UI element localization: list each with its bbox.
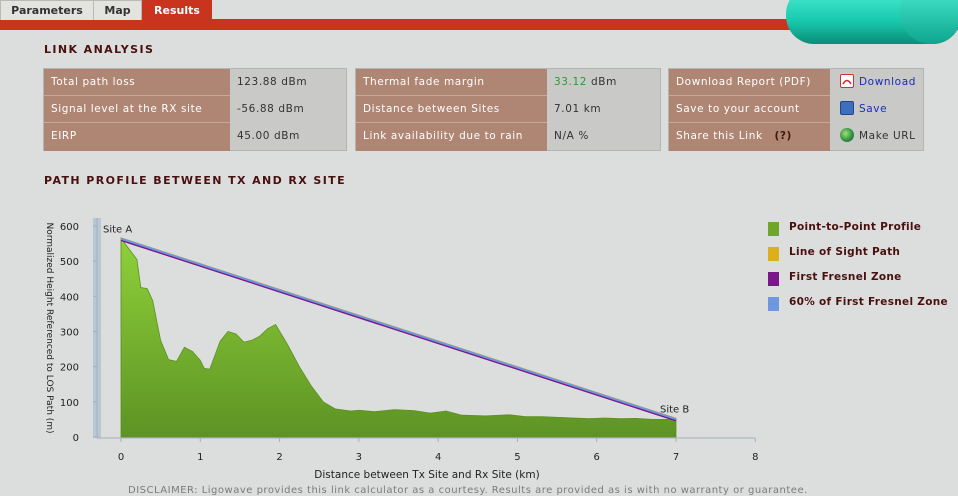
- x-tick-label: 5: [514, 452, 520, 463]
- actions-panel: Download Report (PDF) Download Save to y…: [668, 68, 924, 151]
- fade-margin-value: 33.12 dBm: [547, 69, 617, 96]
- series-profile-area: [120, 237, 677, 438]
- save-link[interactable]: Save: [830, 96, 887, 123]
- legend-swatch-fresnel-60: [768, 297, 779, 311]
- y-tick-label: 500: [60, 257, 79, 268]
- y-tick-label: 300: [60, 328, 79, 339]
- fade-margin-unit: dBm: [587, 76, 617, 88]
- globe-icon: [840, 128, 854, 142]
- y-tick-label: 100: [60, 398, 79, 409]
- rain-availability-label: Link availability due to rain: [356, 123, 547, 151]
- y-tick-label: 600: [60, 222, 79, 233]
- site-b-label: Site B: [660, 405, 689, 416]
- make-url-link[interactable]: Make URL: [830, 123, 916, 150]
- share-help-icon[interactable]: (?): [774, 130, 792, 142]
- pdf-icon: [840, 74, 854, 88]
- tab-bar-underline: [0, 19, 958, 30]
- save-icon: [840, 101, 854, 115]
- path-profile-chart: 0 100 200 300 400 500 600 0 1 2 3 4 5 6 7 8 Site A Site B…: [44, 218, 758, 481]
- disclaimer-text: DISCLAIMER: Ligowave provides this link …: [128, 485, 808, 496]
- x-tick-label: 1: [197, 452, 203, 463]
- fade-margin-number: 33.12: [554, 76, 588, 88]
- legend-label-los: Line of Sight Path: [789, 246, 901, 258]
- site-a-label: Site A: [103, 224, 132, 235]
- rain-availability-value: N/A %: [554, 130, 589, 142]
- legend-label-profile: Point-to-Point Profile: [789, 221, 922, 233]
- save-account-label: Save to your account: [669, 96, 830, 123]
- eirp-row: EIRP 45.00 dBm: [44, 123, 346, 151]
- signal-level-row: Signal level at the RX site -56.88 dBm: [44, 96, 346, 123]
- y-axis-title: Normalized Height Referenced to LOS Path…: [44, 222, 54, 433]
- eirp-label: EIRP: [44, 123, 230, 151]
- download-report-row: Download Report (PDF) Download: [669, 69, 923, 96]
- total-path-loss-label: Total path loss: [44, 69, 230, 96]
- signal-level-value: -56.88 dBm: [237, 103, 305, 115]
- signal-level-label: Signal level at the RX site: [44, 96, 230, 123]
- y-tick-label: 0: [73, 433, 79, 444]
- x-tick-label: 2: [276, 452, 282, 463]
- x-tick-label: 0: [118, 452, 124, 463]
- legend-swatch-profile: [768, 222, 779, 236]
- link-margin-panel: Thermal fade margin 33.12 dBm Distance b…: [355, 68, 661, 151]
- share-link-row: Share this Link (?) Make URL: [669, 123, 923, 151]
- make-url-text[interactable]: Make URL: [859, 130, 916, 142]
- x-tick-label: 6: [594, 452, 600, 463]
- total-path-loss-row: Total path loss 123.88 dBm: [44, 69, 346, 96]
- save-account-row: Save to your account Save: [669, 96, 923, 123]
- series-line-3: [120, 237, 677, 421]
- x-axis-title: Distance between Tx Site and Rx Site (km…: [314, 469, 539, 481]
- y-tick-label: 400: [60, 292, 79, 303]
- tab-results[interactable]: Results: [142, 0, 212, 30]
- link-results-panel: Total path loss 123.88 dBm Signal level …: [43, 68, 347, 151]
- distance-value: 7.01 km: [554, 103, 602, 115]
- rain-availability-row: Link availability due to rain N/A %: [356, 123, 660, 151]
- x-tick-label: 4: [435, 452, 441, 463]
- total-path-loss-value: 123.88 dBm: [237, 76, 308, 88]
- share-link-label-text: Share this Link: [676, 130, 763, 142]
- fade-margin-row: Thermal fade margin 33.12 dBm: [356, 69, 660, 96]
- x-tick-label: 7: [673, 452, 679, 463]
- download-report-label: Download Report (PDF): [669, 69, 830, 96]
- download-link-text[interactable]: Download: [859, 76, 916, 88]
- download-link[interactable]: Download: [830, 69, 916, 96]
- fade-margin-label: Thermal fade margin: [356, 69, 547, 96]
- series-line-2: [120, 239, 677, 422]
- legend-swatch-fresnel: [768, 272, 779, 286]
- link-analysis-title: LINK ANALYSIS: [44, 43, 155, 56]
- legend-label-fresnel-60: 60% of First Fresnel Zone: [789, 296, 948, 308]
- y-tick-label: 200: [60, 363, 79, 374]
- legend-label-fresnel: First Fresnel Zone: [789, 271, 902, 283]
- x-tick-label: 3: [356, 452, 362, 463]
- tab-map[interactable]: Map: [93, 0, 142, 20]
- distance-label: Distance between Sites: [356, 96, 547, 123]
- distance-row: Distance between Sites 7.01 km: [356, 96, 660, 123]
- x-tick-label: 8: [752, 452, 758, 463]
- tab-bar: Parameters Map Results: [0, 0, 958, 30]
- share-link-label: Share this Link (?): [669, 123, 830, 151]
- path-profile-title: PATH PROFILE BETWEEN TX AND RX SITE: [44, 174, 346, 187]
- eirp-value: 45.00 dBm: [237, 130, 300, 142]
- legend-swatch-los: [768, 247, 779, 261]
- tab-parameters[interactable]: Parameters: [0, 0, 94, 20]
- save-link-text[interactable]: Save: [859, 103, 888, 115]
